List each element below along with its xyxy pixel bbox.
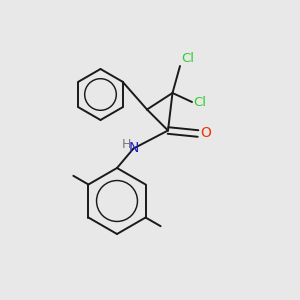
- Text: N: N: [128, 142, 139, 155]
- Text: Cl: Cl: [194, 95, 206, 109]
- Text: O: O: [200, 127, 211, 140]
- Text: Cl: Cl: [182, 52, 194, 64]
- Text: H: H: [122, 138, 131, 152]
